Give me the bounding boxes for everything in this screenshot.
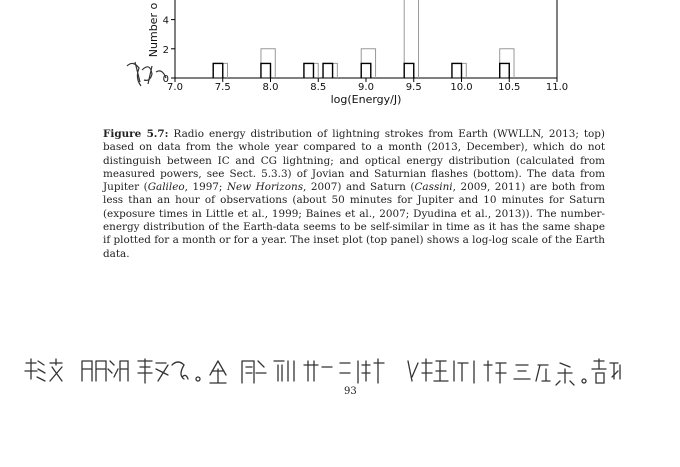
handwritten-mark xyxy=(126,61,167,87)
x-tick-label: 9.0 xyxy=(358,82,374,93)
histogram-bars-black xyxy=(212,62,510,78)
x-tick-label: 11.0 xyxy=(546,82,568,93)
histogram-bars-grey xyxy=(212,0,515,78)
y-axis-ticks: 0 2 4 xyxy=(163,16,175,85)
x-tick-label: 7.5 xyxy=(215,82,231,93)
figure-caption: Figure 5.7: Radio energy distribution of… xyxy=(103,128,605,261)
histogram-bar-grey xyxy=(403,0,420,78)
caption-galileo: Galileo xyxy=(147,181,185,194)
histogram-bar-black xyxy=(451,62,463,78)
handwritten-annotation xyxy=(24,358,621,386)
histogram-bar-black xyxy=(403,62,415,78)
x-tick-label: 8.5 xyxy=(310,82,326,93)
x-axis-label: log(Energy/J) xyxy=(331,93,402,106)
caption-newhorizons: New Horizons xyxy=(226,181,304,194)
caption-text: , 2007) and Saturn ( xyxy=(303,181,415,194)
x-tick-label: 10.5 xyxy=(498,82,520,93)
y-tick-label: 2 xyxy=(163,45,169,56)
histogram-bar-grey xyxy=(451,62,467,78)
x-axis-ticks: 7.0 7.5 8.0 8.5 9.0 9.5 10.0 10.5 11.0 xyxy=(167,78,568,93)
caption-cassini: Cassini xyxy=(414,181,453,194)
x-tick-label: 10.0 xyxy=(450,82,472,93)
histogram-bar-black xyxy=(499,62,510,78)
histogram-bar-black xyxy=(322,62,334,78)
histogram-bar-black xyxy=(260,62,272,78)
histogram-bar-black xyxy=(303,62,315,78)
caption-text: , 2009, 2011) are both from less than an… xyxy=(103,181,605,260)
y-axis-label: Number o xyxy=(147,3,160,58)
page-number: 93 xyxy=(344,386,357,397)
x-tick-label: 9.5 xyxy=(406,82,422,93)
histogram-bar-black xyxy=(212,62,224,78)
y-tick-label: 4 xyxy=(163,16,169,27)
x-tick-label: 8.0 xyxy=(263,82,279,93)
histogram-bar-grey xyxy=(322,62,338,78)
histogram-bar-grey xyxy=(303,62,319,78)
histogram-bar-black xyxy=(360,62,372,78)
y-tick-label: 0 xyxy=(163,74,169,85)
caption-text: Radio energy distribution of lightning s… xyxy=(103,128,605,194)
caption-text: , 1997; xyxy=(184,181,227,194)
histogram-bar-grey xyxy=(212,62,229,78)
x-tick-label: 7.0 xyxy=(167,82,183,93)
caption-label: Figure 5.7: xyxy=(103,128,169,140)
histogram-figure: 7.0 7.5 8.0 8.5 9.0 9.5 10.0 10.5 11.0 0 2 4 Numbe… xyxy=(126,0,568,106)
